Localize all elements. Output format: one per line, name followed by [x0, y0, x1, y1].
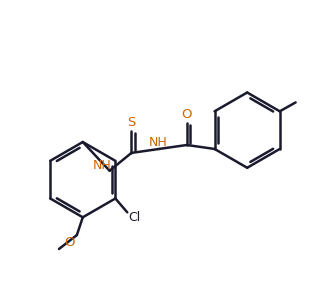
Text: S: S — [127, 116, 136, 129]
Text: O: O — [182, 108, 192, 121]
Text: NH: NH — [92, 159, 111, 172]
Text: O: O — [65, 236, 75, 249]
Text: Cl: Cl — [128, 211, 140, 224]
Text: NH: NH — [149, 136, 168, 149]
